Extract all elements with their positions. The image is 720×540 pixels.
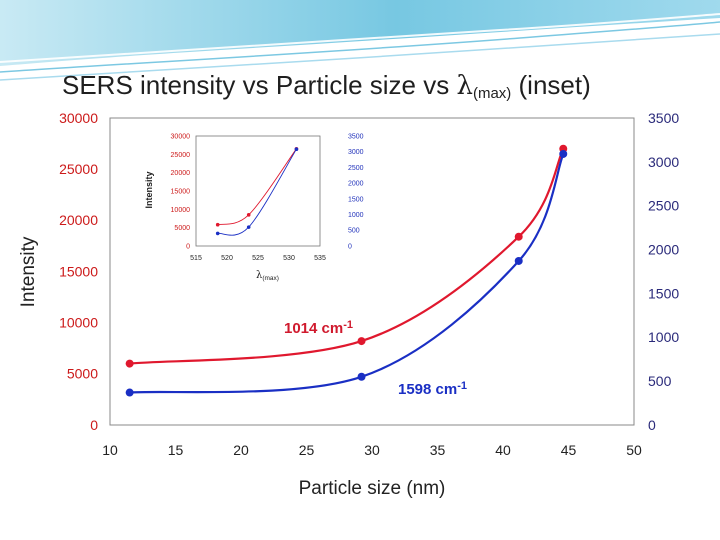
main-left-tick-label: 20000: [59, 212, 98, 228]
inset-series-red-point: [215, 222, 220, 227]
inset-x-axis-label: λ(max): [256, 270, 279, 282]
main-y-axis-label: Intensity: [18, 236, 39, 307]
inset-left-tick-label: 15000: [171, 188, 191, 195]
inset-left-tick-label: 10000: [171, 207, 191, 214]
inset-left-tick-label: 25000: [171, 152, 191, 159]
main-right-tick-label: 2500: [648, 198, 679, 214]
inset-left-tick-label: 5000: [174, 225, 190, 232]
inset-right-tick-label: 0: [348, 243, 352, 250]
title-lambda: λ: [456, 71, 473, 101]
series-label-1014-sup: -1: [343, 319, 353, 331]
inset-x-tick-label: 530: [283, 255, 295, 262]
main-right-tick-label: 0: [648, 417, 656, 433]
main-x-tick-label: 50: [626, 442, 642, 458]
main-x-tick-label: 30: [364, 442, 380, 458]
inset-x-axis-ticks: 515 520 525 530 535: [190, 255, 326, 262]
main-x-tick-label: 45: [561, 442, 577, 458]
main-x-tick-label: 25: [299, 442, 315, 458]
title-tail: (inset): [511, 70, 591, 100]
inset-right-axis-ticks: 0 500 1000 1500 2000 2500 3000 3500: [348, 133, 364, 250]
series-label-1598-sup: -1: [457, 380, 467, 392]
inset-series-blue-point: [294, 147, 299, 151]
inset-x-tick-label: 515: [190, 255, 202, 262]
main-right-tick-label: 2000: [648, 241, 679, 257]
inset-y-axis-label: Intensity: [144, 171, 154, 208]
inset-x-axis-label-sub: (max): [262, 275, 279, 282]
inset-plot-frame: [195, 135, 321, 247]
inset-right-tick-label: 500: [348, 228, 360, 235]
series-label-1014-main: 1014 cm: [284, 320, 343, 337]
main-series-blue-point: [125, 388, 134, 397]
main-right-axis-ticks: 0 500 1000 1500 2000 2500 3000 3500: [648, 110, 679, 433]
main-left-tick-label: 5000: [67, 366, 98, 382]
main-series-blue-point: [559, 149, 568, 158]
main-right-tick-label: 3500: [648, 110, 679, 126]
main-series-blue-line: [129, 153, 565, 394]
inset-x-tick-label: 525: [252, 255, 264, 262]
series-label-1598-main: 1598 cm: [398, 381, 457, 398]
inset-left-axis-ticks: 0 5000 10000 15000 20000 25000 30000: [171, 133, 191, 250]
main-series-blue-point: [514, 256, 523, 265]
inset-series-red-point: [246, 213, 251, 217]
inset-x-tick-label: 520: [221, 255, 233, 262]
main-x-tick-label: 15: [168, 442, 184, 458]
title-subscript: (max): [472, 85, 512, 102]
inset-left-tick-label: 20000: [171, 170, 191, 177]
main-left-tick-label: 0: [90, 417, 98, 433]
main-left-tick-label: 30000: [59, 110, 98, 126]
main-left-axis-ticks: 0 5000 10000 15000 20000 25000 30000: [59, 110, 98, 433]
inset-right-tick-label: 3000: [348, 149, 364, 156]
inset-left-tick-label: 30000: [171, 133, 191, 140]
main-x-tick-label: 40: [495, 442, 511, 458]
main-right-tick-label: 500: [648, 373, 672, 389]
inset-x-axis-label-main: λ: [256, 270, 263, 281]
main-x-tick-label: 35: [430, 442, 446, 458]
inset-x-tick-label: 535: [314, 255, 326, 262]
main-x-tick-label: 10: [102, 442, 118, 458]
main-x-axis-ticks: 10 15 20 25 30 35 40 45 50: [102, 442, 642, 458]
series-label-1014: 1014 cm-1: [284, 319, 353, 337]
inset-right-tick-label: 2000: [348, 181, 364, 188]
main-series-red-line: [129, 148, 565, 365]
inset-series: [215, 147, 299, 236]
series-label-1598: 1598 cm-1: [398, 380, 467, 398]
main-right-tick-label: 1500: [648, 285, 679, 301]
inset-right-tick-label: 1000: [348, 212, 364, 219]
slide-title: SERS intensity vs Particle size vs λ(max…: [62, 70, 591, 102]
title-main: SERS intensity vs Particle size vs: [62, 70, 457, 100]
main-series-red-point: [357, 337, 366, 346]
main-right-tick-label: 1000: [648, 329, 679, 345]
inset-plot: 0 5000 10000 15000 20000 25000 30000 0 500 1000 1…: [138, 126, 378, 286]
inset-right-tick-label: 2500: [348, 165, 364, 172]
inset-left-tick-label: 0: [186, 243, 190, 250]
main-series-blue-point: [357, 372, 366, 381]
inset-background: [138, 126, 378, 286]
header-banner: [0, 0, 720, 81]
main-right-tick-label: 3000: [648, 154, 679, 170]
main-plot-frame: [109, 117, 635, 426]
main-series-red-point: [125, 359, 134, 368]
inset-right-tick-label: 1500: [348, 196, 364, 203]
main-left-tick-label: 10000: [59, 315, 98, 331]
inset-right-tick-label: 3500: [348, 133, 364, 140]
main-left-tick-label: 15000: [59, 263, 98, 279]
main-series-red-point: [514, 232, 523, 241]
inset-series-blue-point: [215, 231, 220, 236]
main-left-tick-label: 25000: [59, 161, 98, 177]
main-series: [125, 144, 568, 397]
main-x-axis-label: Particle size (nm): [299, 478, 446, 499]
main-x-tick-label: 20: [233, 442, 249, 458]
inset-series-blue-point: [246, 225, 251, 229]
